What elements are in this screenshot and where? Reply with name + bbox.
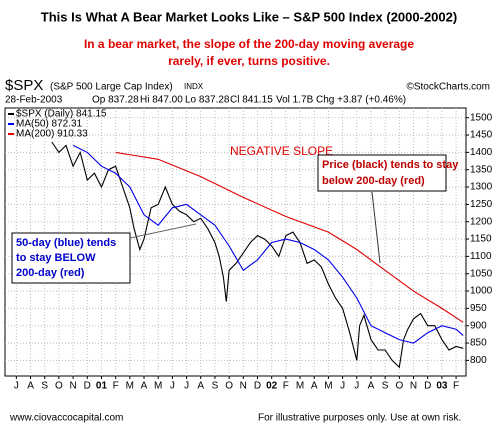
annotation: below 200-day (red): [322, 175, 425, 187]
y-tick-label: 1100: [470, 251, 492, 262]
x-tick-label: M: [296, 381, 304, 392]
annotation: 200-day (red): [16, 267, 85, 279]
y-tick-label: 1050: [470, 268, 493, 279]
x-tick-label: J: [340, 381, 345, 392]
y-tick-label: 1500: [470, 112, 493, 123]
x-tick-label: S: [382, 381, 389, 392]
y-tick-label: 1250: [470, 199, 493, 210]
x-tick-label: A: [197, 381, 204, 392]
plot-frame: [4, 107, 467, 377]
lines: [51, 141, 464, 369]
subtitle: In a bear market, the slope of the 200-d…: [84, 37, 414, 51]
annotation: to stay BELOW: [16, 252, 96, 264]
x-tick-label: M: [324, 381, 332, 392]
series-line: [72, 144, 464, 344]
y-tick-label: 1150: [470, 234, 492, 245]
x-tick-label: F: [113, 381, 119, 392]
footer: www.ciovaccocapital.com: [9, 413, 123, 424]
series-line: [115, 151, 464, 323]
y-tick-label: 1000: [470, 286, 493, 297]
x-tick-label: S: [212, 381, 219, 392]
x-tick-label: J: [184, 381, 189, 392]
subtitle: rarely, if ever, turns positive.: [168, 54, 330, 68]
date: 28-Feb-2003: [5, 95, 63, 106]
y-tick-label: 1450: [470, 130, 493, 141]
x-tick-label: N: [410, 381, 417, 392]
x-tick-label: D: [84, 381, 91, 392]
x-tick-label: S: [41, 381, 48, 392]
x-tick-label: D: [254, 381, 261, 392]
symbol-desc: (S&P 500 Large Cap Index): [50, 82, 173, 93]
quote-item: Hi 847.00: [140, 95, 183, 106]
y-tick-label: 950: [470, 303, 487, 314]
footer: For illustrative purposes only. Use at o…: [258, 413, 461, 424]
x-tick-label: J: [14, 381, 19, 392]
x-tick-label: A: [311, 381, 318, 392]
x-tick-label: M: [126, 381, 134, 392]
x-tick-label: O: [225, 381, 233, 392]
x-tick-label: J: [170, 381, 175, 392]
legend-label: MA(50) 872.31: [16, 119, 83, 130]
y-tick-label: 1350: [470, 164, 493, 175]
quote-item: Chg +3.87 (+0.46%): [316, 95, 406, 106]
credit: ©StockCharts.com: [406, 82, 490, 93]
x-tick-label: F: [283, 381, 289, 392]
pointer: [371, 191, 381, 264]
quote-item: Lo 837.28: [185, 95, 230, 106]
exchange: INDX: [184, 82, 204, 91]
x-tick-label: O: [395, 381, 403, 392]
annotation: Price (black) tends to stay: [322, 159, 459, 171]
x-tick-label: 02: [266, 381, 278, 392]
y-tick-label: 800: [470, 355, 487, 366]
x-tick-label: A: [27, 381, 34, 392]
x-tick-label: A: [368, 381, 375, 392]
pointer: [129, 223, 197, 239]
x-tick-label: J: [354, 381, 359, 392]
series-line: [51, 141, 464, 369]
annotation-box: [317, 154, 447, 192]
annotation-box: [11, 232, 131, 284]
quote-item: Vol 1.7B: [276, 95, 314, 106]
x-tick-label: N: [69, 381, 76, 392]
y-tick-label: 1400: [470, 147, 493, 158]
x-tick-label: 03: [436, 381, 448, 392]
y-tick-label: 900: [470, 320, 487, 331]
x-tick-label: F: [453, 381, 459, 392]
x-tick-label: M: [154, 381, 162, 392]
x-tick-label: A: [141, 381, 148, 392]
x-tick-label: D: [424, 381, 431, 392]
symbol: $SPX: [5, 77, 43, 94]
annotation: 50-day (blue) tends: [16, 237, 116, 249]
x-tick-label: N: [240, 381, 247, 392]
y-tick-label: 1300: [470, 182, 493, 193]
quote-item: Op 837.28: [92, 95, 139, 106]
legend-label: $SPX (Daily) 841.15: [16, 109, 107, 120]
quote: Op 837.28 Hi 847.00 Lo 837.28 Cl 841.15 Vol …: [92, 95, 406, 106]
quote-item: Cl 841.15: [230, 95, 273, 106]
legend-label: MA(200) 910.33: [16, 129, 88, 140]
chart-title: This Is What A Bear Market Looks Like – …: [41, 9, 457, 24]
y-tick-label: 1200: [470, 216, 493, 227]
x-tick-label: O: [55, 381, 63, 392]
annotation: NEGATIVE SLOPE: [230, 144, 333, 158]
y-tick-label: 850: [470, 338, 487, 349]
x-tick-label: 01: [96, 381, 108, 392]
